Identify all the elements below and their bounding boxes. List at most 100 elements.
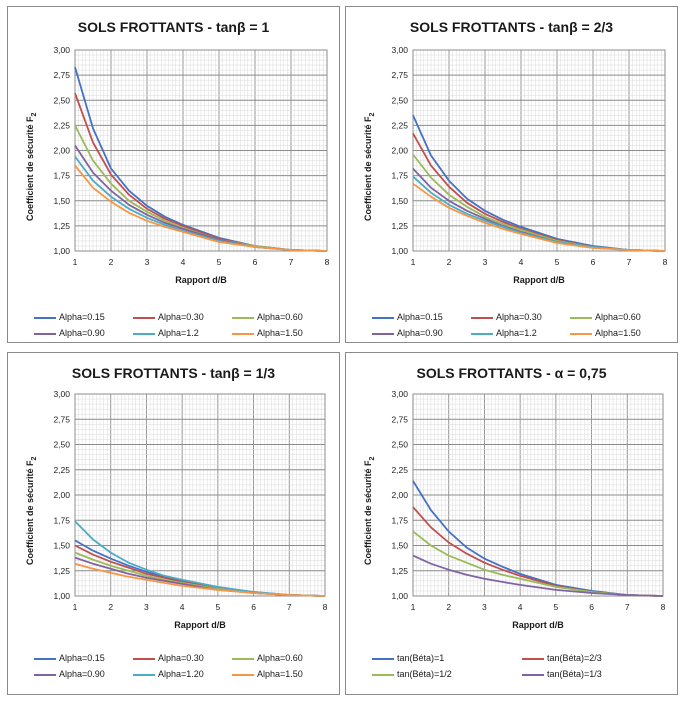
y-tick-label: 3,00 [391, 45, 408, 55]
legend-item: tan(Béta)=1/3 [522, 669, 602, 679]
chart-svg: 1,00 1,25 1,50 1,75 2,00 2,25 2,50 2,75 3,00 1 2 3 4… [53, 45, 329, 267]
chart-title: SOLS FROTTANTS - α = 0,75 [416, 365, 607, 381]
y-tick-label: 2,50 [391, 95, 408, 105]
legend-label: Alpha=0.30 [158, 653, 204, 663]
x-tick-label: 8 [323, 602, 328, 612]
y-tick-label: 1,25 [53, 566, 70, 576]
x-tick-label: 6 [591, 257, 596, 267]
y-tick-label: 1,25 [53, 221, 70, 231]
y-tick-label: 2,75 [53, 414, 70, 424]
legend-label: Alpha=0.30 [158, 312, 204, 322]
y-tick-label: 2,75 [53, 70, 70, 80]
legend-item: Alpha=0.30 [471, 312, 542, 322]
series-line-5 [74, 165, 328, 252]
legend-item: tan(Béta)=1/2 [372, 669, 452, 679]
x-axis-label: Rapport d/B [512, 620, 564, 630]
legend-item: Alpha=0.15 [34, 653, 105, 663]
legend-item: Alpha=1.50 [232, 328, 303, 338]
chart-title: SOLS FROTTANTS - tanβ = 1/3 [71, 365, 276, 381]
legend-swatch [133, 332, 155, 335]
legend-item: Alpha=0.60 [570, 312, 641, 322]
legend-item: Alpha=0.15 [34, 312, 105, 322]
legend-label: Alpha=0.90 [59, 669, 105, 679]
legend-swatch [232, 657, 254, 660]
x-tick-label: 8 [663, 257, 668, 267]
x-tick-label: 3 [145, 257, 150, 267]
y-tick-label: 2,00 [53, 490, 70, 500]
legend-label: Alpha=0.90 [397, 328, 443, 338]
y-tick-label: 2,75 [391, 70, 408, 80]
y-axis-label: Coefficient de sécurité F2 [25, 112, 38, 221]
legend-swatch [133, 316, 155, 319]
legend-swatch [372, 316, 394, 319]
legend-item: Alpha=1.50 [232, 669, 303, 679]
legend-swatch [570, 316, 592, 319]
legend-swatch [471, 332, 493, 335]
y-tick-label: 2,75 [391, 414, 408, 424]
legend-swatch [522, 673, 544, 676]
x-tick-label: 5 [553, 602, 558, 612]
y-tick-label: 3,00 [53, 45, 70, 55]
legend-label: tan(Béta)=1/3 [547, 669, 602, 679]
legend-item: Alpha=1.2 [133, 328, 199, 338]
x-tick-label: 4 [180, 602, 185, 612]
x-tick-label: 7 [625, 602, 630, 612]
legend-item: tan(Béta)=1 [372, 653, 444, 663]
legend-label: Alpha=1.2 [158, 328, 199, 338]
x-tick-label: 5 [215, 602, 220, 612]
legend-swatch [232, 316, 254, 319]
chart-panel-tanb-1: SOLS FROTTANTS - tanβ = 1 1,00 1,25 1,50 1,… [7, 6, 340, 343]
legend-label: tan(Béta)=2/3 [547, 653, 602, 663]
legend-item: Alpha=1.20 [133, 669, 204, 679]
legend-swatch [372, 332, 394, 335]
chart-panel-tanb-1-3: SOLS FROTTANTS - tanβ = 1/3 1,00 1,25 1,50… [7, 352, 340, 695]
x-tick-label: 1 [73, 602, 78, 612]
legend-label: Alpha=1.2 [496, 328, 537, 338]
legend-swatch [522, 657, 544, 660]
legend-item: Alpha=0.90 [34, 669, 105, 679]
plot-area [412, 49, 666, 252]
x-tick-label: 6 [589, 602, 594, 612]
x-tick-label: 2 [447, 257, 452, 267]
legend-label: Alpha=0.15 [59, 312, 105, 322]
chart-svg: 1,00 1,25 1,50 1,75 2,00 2,25 2,50 2,75 3,00 1 2 3 4… [53, 389, 328, 612]
y-tick-label: 1,75 [391, 515, 408, 525]
chart-title: SOLS FROTTANTS - tanβ = 2/3 [409, 19, 614, 35]
legend-label: Alpha=1.50 [257, 669, 303, 679]
x-tick-label: 4 [519, 257, 524, 267]
legend-swatch [34, 332, 56, 335]
x-tick-label: 7 [627, 257, 632, 267]
y-tick-label: 2,25 [53, 465, 70, 475]
legend-swatch [232, 332, 254, 335]
series-line-5 [412, 182, 666, 252]
legend-item: Alpha=0.15 [372, 312, 443, 322]
y-tick-label: 2,25 [53, 120, 70, 130]
y-tick-label: 1,75 [53, 515, 70, 525]
y-tick-label: 3,00 [391, 389, 408, 399]
legend-item: Alpha=0.90 [34, 328, 105, 338]
chart-title: SOLS FROTTANTS - tanβ = 1 [77, 19, 270, 35]
legend-swatch [570, 332, 592, 335]
y-tick-label: 1,00 [391, 246, 408, 256]
plot-area [412, 393, 664, 597]
y-tick-label: 2,00 [53, 146, 70, 156]
legend-swatch [34, 673, 56, 676]
y-tick-label: 1,50 [391, 541, 408, 551]
legend-item: Alpha=1.2 [471, 328, 537, 338]
x-tick-label: 2 [109, 257, 114, 267]
x-tick-label: 1 [411, 602, 416, 612]
legend-swatch [34, 657, 56, 660]
chart-panel-alpha-075: SOLS FROTTANTS - α = 0,75 1,00 1,25 1,50 1,… [345, 352, 678, 695]
x-tick-label: 1 [411, 257, 416, 267]
y-tick-label: 1,25 [391, 566, 408, 576]
legend-label: tan(Béta)=1 [397, 653, 445, 663]
x-tick-label: 8 [661, 602, 666, 612]
legend-item: Alpha=0.30 [133, 312, 204, 322]
y-tick-label: 1,50 [53, 541, 70, 551]
y-tick-label: 1,50 [391, 196, 408, 206]
chart-svg: 1,00 1,25 1,50 1,75 2,00 2,25 2,50 2,75 3,00 1 2 3 4… [391, 389, 666, 612]
legend-label: Alpha=0.15 [397, 312, 443, 322]
y-axis-label: Coefficient de sécurité F2 [25, 456, 38, 565]
y-tick-label: 2,00 [391, 490, 408, 500]
x-tick-label: 1 [73, 257, 78, 267]
